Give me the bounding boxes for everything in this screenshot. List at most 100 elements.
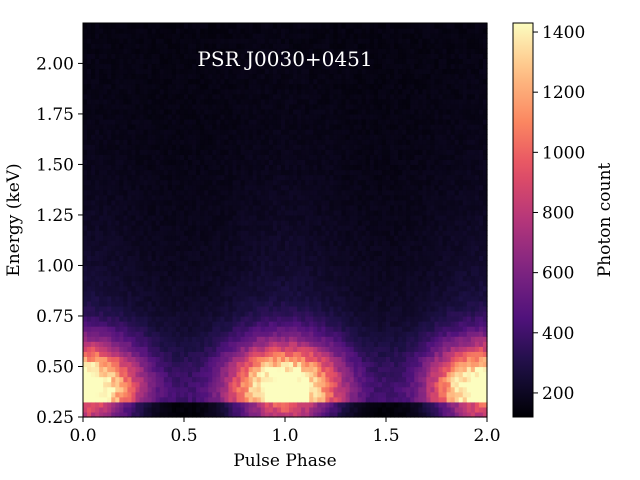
heatmap-cell bbox=[309, 214, 314, 221]
heatmap-cell bbox=[313, 88, 318, 95]
heatmap-cell bbox=[293, 149, 298, 155]
heatmap-cell bbox=[95, 381, 100, 388]
heatmap-cell bbox=[256, 154, 262, 160]
heatmap-cell bbox=[293, 326, 298, 332]
heatmap-cell bbox=[155, 341, 161, 347]
heatmap-cell bbox=[192, 139, 197, 145]
heatmap-cell bbox=[83, 371, 88, 378]
heatmap-cell bbox=[280, 391, 286, 398]
heatmap-cell bbox=[224, 199, 230, 206]
heatmap-cell bbox=[179, 134, 185, 140]
heatmap-cell bbox=[119, 103, 124, 110]
heatmap-cell bbox=[224, 83, 230, 90]
heatmap-cell bbox=[256, 73, 262, 80]
heatmap-cell bbox=[232, 321, 238, 327]
heatmap-cell bbox=[317, 280, 322, 287]
heatmap-cell bbox=[155, 300, 161, 307]
heatmap-cell bbox=[333, 129, 339, 135]
heatmap-cell bbox=[248, 199, 254, 206]
heatmap-cell bbox=[159, 88, 165, 95]
heatmap-cell bbox=[329, 134, 335, 140]
heatmap-cell bbox=[248, 33, 254, 39]
heatmap-cell bbox=[236, 108, 242, 115]
heatmap-cell bbox=[147, 199, 153, 206]
heatmap-cell bbox=[256, 184, 262, 191]
heatmap-cell bbox=[236, 184, 242, 191]
heatmap-cell bbox=[103, 336, 108, 342]
heatmap-cell bbox=[272, 199, 278, 206]
heatmap-cell bbox=[196, 346, 201, 352]
heatmap-cell bbox=[260, 164, 266, 171]
heatmap-cell bbox=[131, 43, 137, 49]
heatmap-cell bbox=[159, 23, 165, 29]
heatmap-cell bbox=[301, 118, 306, 125]
heatmap-cell bbox=[301, 103, 306, 110]
heatmap-cell bbox=[143, 134, 149, 140]
heatmap-cell bbox=[216, 366, 221, 373]
heatmap-cell bbox=[103, 321, 108, 327]
heatmap-cell bbox=[317, 78, 322, 85]
heatmap-cell bbox=[83, 401, 88, 408]
heatmap-cell bbox=[83, 113, 88, 120]
heatmap-cell bbox=[111, 199, 116, 206]
heatmap-cell bbox=[151, 149, 157, 155]
heatmap-cell bbox=[285, 149, 290, 155]
heatmap-cell bbox=[208, 351, 213, 357]
heatmap-cell bbox=[147, 366, 153, 373]
heatmap-cell bbox=[297, 199, 302, 206]
heatmap-cell bbox=[260, 290, 266, 297]
heatmap-cell bbox=[244, 83, 250, 90]
heatmap-cell bbox=[228, 214, 234, 221]
heatmap-cell bbox=[159, 376, 165, 383]
heatmap-cell bbox=[83, 124, 88, 130]
heatmap-cell bbox=[192, 290, 197, 297]
heatmap-cell bbox=[293, 184, 298, 191]
heatmap-cell bbox=[236, 63, 242, 70]
heatmap-cell bbox=[171, 209, 177, 216]
heatmap-cell bbox=[192, 129, 197, 135]
heatmap-cell bbox=[200, 230, 205, 236]
heatmap-cell bbox=[317, 63, 322, 70]
heatmap-cell bbox=[127, 209, 133, 216]
heatmap-cell bbox=[224, 28, 230, 34]
heatmap-cell bbox=[155, 28, 161, 34]
heatmap-cell bbox=[228, 144, 234, 150]
heatmap-cell bbox=[159, 199, 165, 206]
heatmap-cell bbox=[127, 38, 133, 44]
heatmap-cell bbox=[159, 103, 165, 110]
heatmap-cell bbox=[305, 366, 310, 373]
heatmap-cell bbox=[309, 391, 314, 398]
heatmap-cell bbox=[325, 275, 331, 282]
heatmap-cell bbox=[179, 63, 185, 70]
heatmap-cell bbox=[272, 230, 278, 236]
heatmap-cell bbox=[103, 194, 108, 201]
heatmap-cell bbox=[208, 78, 213, 85]
heatmap-cell bbox=[268, 341, 274, 347]
heatmap-cell bbox=[333, 315, 339, 322]
heatmap-cell bbox=[163, 68, 169, 75]
heatmap-cell bbox=[272, 275, 278, 282]
heatmap-cell bbox=[135, 290, 141, 297]
heatmap-cell bbox=[91, 103, 96, 110]
heatmap-cell bbox=[232, 98, 238, 105]
heatmap-cell bbox=[87, 118, 92, 125]
heatmap-cell bbox=[179, 174, 185, 181]
heatmap-cell bbox=[115, 361, 120, 368]
heatmap-cell bbox=[268, 43, 274, 49]
heatmap-cell bbox=[159, 371, 165, 378]
heatmap-cell bbox=[248, 108, 254, 115]
heatmap-cell bbox=[111, 381, 116, 388]
heatmap-cell bbox=[184, 230, 189, 236]
heatmap-cell bbox=[321, 179, 326, 186]
heatmap-cell bbox=[131, 78, 137, 85]
heatmap-cell bbox=[179, 139, 185, 145]
heatmap-cell bbox=[333, 326, 339, 332]
heatmap-cell bbox=[200, 134, 205, 140]
heatmap-cell bbox=[216, 179, 221, 186]
heatmap-cell bbox=[91, 58, 96, 65]
heatmap-cell bbox=[99, 411, 104, 418]
heatmap-cell bbox=[91, 230, 96, 236]
heatmap-cell bbox=[321, 230, 326, 236]
heatmap-cell bbox=[212, 179, 217, 186]
heatmap-cell bbox=[337, 346, 343, 352]
